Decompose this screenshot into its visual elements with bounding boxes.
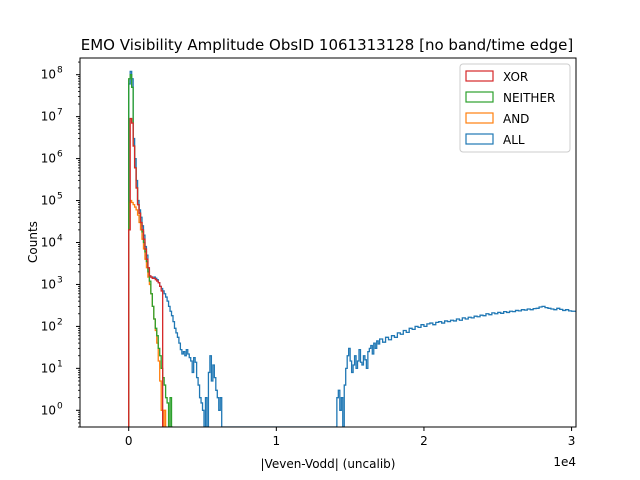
x-tick-label: 0 — [125, 434, 133, 448]
legend-label-and: AND — [503, 112, 529, 126]
y-tick-exponent: 7 — [57, 108, 63, 118]
x-tick-label: 1 — [273, 434, 281, 448]
y-tick-label: 10 — [41, 277, 56, 291]
legend-label-all: ALL — [503, 133, 525, 147]
x-axis-offset: 1e4 — [553, 455, 576, 469]
y-tick-label: 10 — [41, 68, 56, 82]
y-tick-exponent: 8 — [57, 66, 63, 76]
y-tick-exponent: 1 — [57, 359, 63, 369]
y-tick-exponent: 6 — [57, 150, 63, 160]
legend-label-xor: XOR — [503, 70, 528, 84]
legend-label-neither: NEITHER — [503, 91, 555, 105]
legend-swatch-xor — [465, 70, 494, 82]
y-tick-label: 10 — [41, 236, 56, 250]
series-and-line — [128, 199, 168, 427]
series-xor-line — [128, 117, 164, 427]
y-tick-exponent: 2 — [57, 317, 63, 327]
y-tick-exponent: 5 — [57, 192, 63, 202]
x-axis: 0 1 2 3 — [125, 427, 575, 448]
legend-swatch-and — [465, 112, 494, 124]
y-tick-exponent: 0 — [57, 401, 63, 411]
legend: XOR NEITHER AND ALL — [459, 63, 571, 153]
y-tick-label: 10 — [41, 361, 56, 375]
y-axis-label: Counts — [26, 221, 40, 263]
y-tick-label: 10 — [41, 194, 56, 208]
x-tick-label: 2 — [420, 434, 428, 448]
series-layer — [128, 70, 576, 427]
x-tick-label: 3 — [568, 434, 576, 448]
series-all-line — [128, 70, 576, 427]
legend-box — [459, 63, 571, 153]
y-tick-exponent: 4 — [57, 234, 63, 244]
legend-swatch-all — [465, 133, 494, 145]
y-tick-label: 10 — [41, 152, 56, 166]
y-tick-exponent: 3 — [57, 275, 63, 285]
y-tick-label: 10 — [41, 319, 56, 333]
y-tick-label: 10 — [41, 110, 56, 124]
y-tick-label: 10 — [41, 403, 56, 417]
legend-swatch-neither — [465, 91, 494, 103]
chart-title: EMO Visibility Amplitude ObsID 106131312… — [81, 36, 573, 54]
x-axis-label: |Veven-Vodd| (uncalib) — [261, 457, 396, 471]
